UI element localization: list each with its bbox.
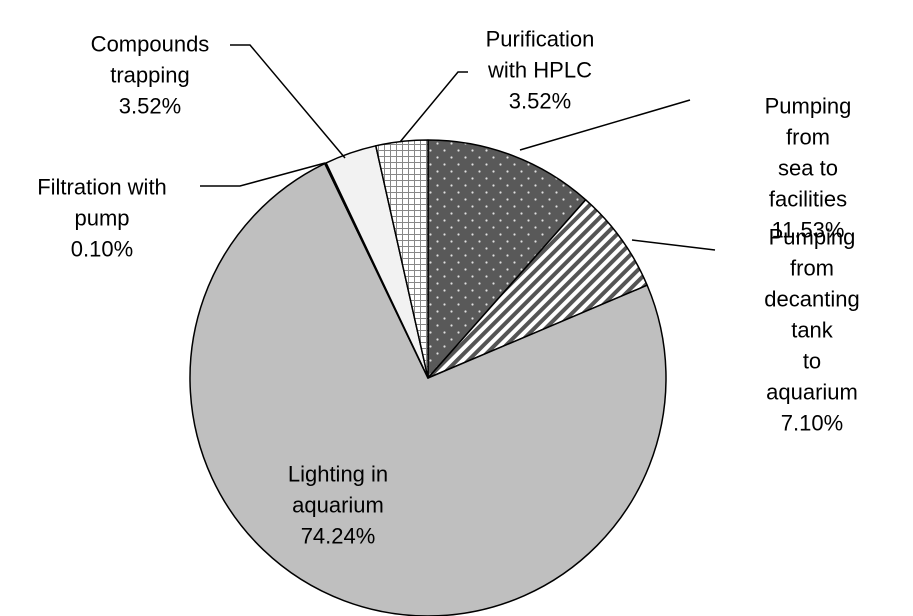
category-name: Filtration with pump <box>37 174 167 231</box>
leader-line <box>200 162 326 187</box>
value-label: 7.10% <box>780 410 844 436</box>
pie-slice <box>375 139 429 379</box>
category-name: Pumping from sea to facilities <box>764 93 852 212</box>
value-label: 3.52% <box>118 93 182 119</box>
leader-line <box>631 239 716 251</box>
pie-slice <box>189 162 667 616</box>
slice-label: Pumping from sea to facilities 11.53% <box>756 91 861 246</box>
leader-line <box>399 71 468 143</box>
value-label: 3.52% <box>508 88 572 114</box>
category-name: Lighting in aquarium <box>287 461 389 518</box>
value-label: 11.53% <box>771 217 845 243</box>
value-label: 74.24% <box>300 523 376 549</box>
category-name: Purification with HPLC <box>485 26 595 83</box>
pie-slice <box>427 139 587 379</box>
pie-slice <box>427 199 648 379</box>
category-name: Pumping from decanting tank to aquarium <box>764 224 860 405</box>
leader-line <box>519 99 691 151</box>
leader-line <box>230 44 346 159</box>
category-name: Compounds trapping <box>90 31 210 88</box>
slice-label: Compounds trapping 3.52% <box>91 29 210 122</box>
slice-label: Purification with HPLC 3.52% <box>486 24 595 117</box>
slice-label: Lighting in aquarium 74.24% <box>288 459 388 552</box>
slice-label: Pumping from decanting tank to aquarium 7… <box>762 222 863 439</box>
slice-label: Filtration with pump 0.10% <box>37 172 167 265</box>
value-label: 0.10% <box>70 236 134 262</box>
